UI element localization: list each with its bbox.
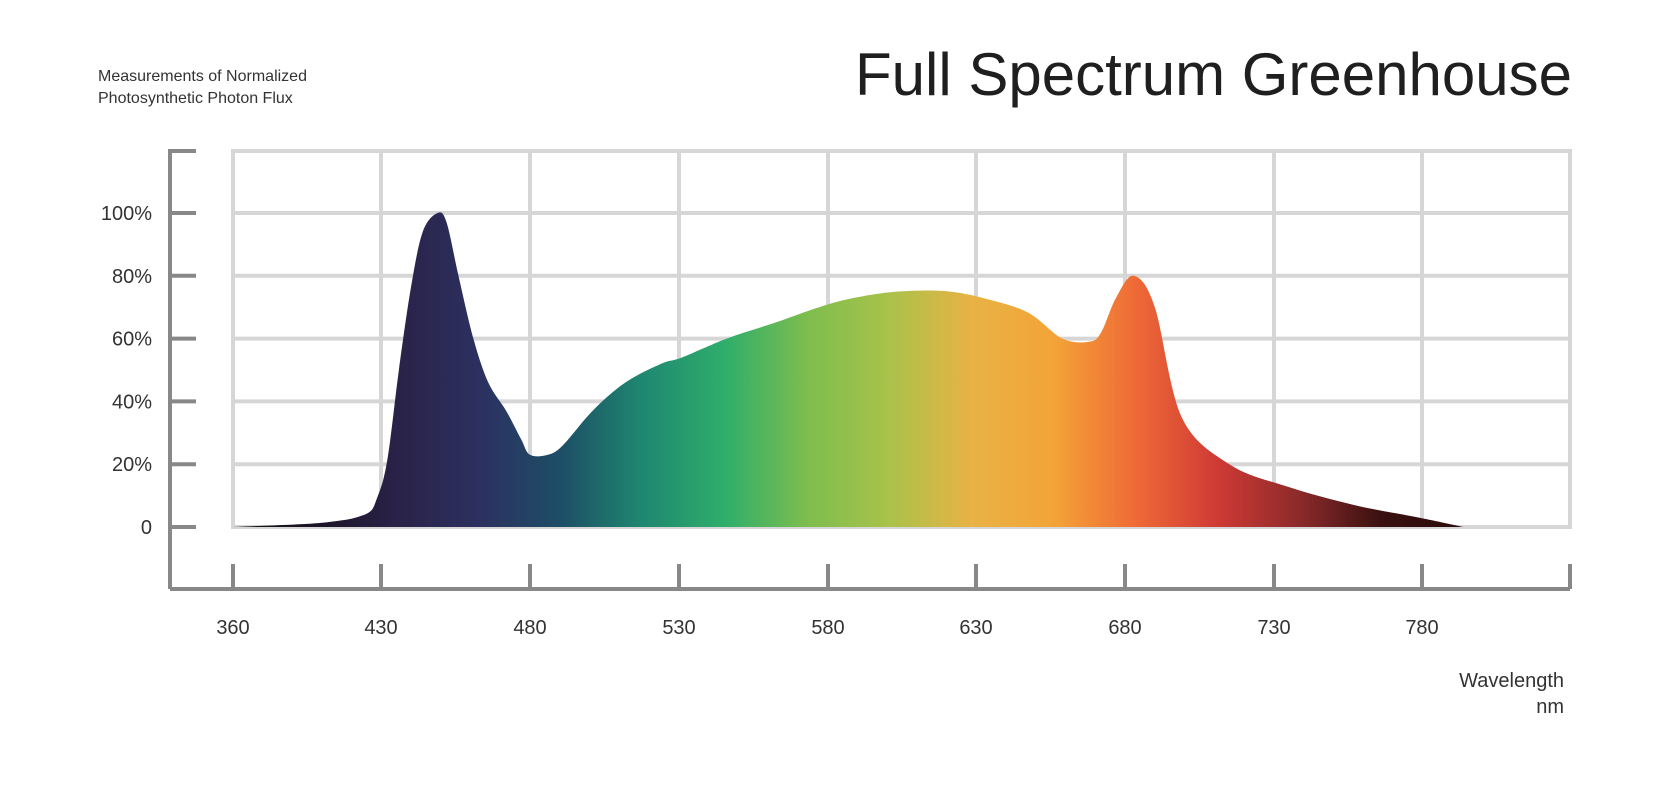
chart-area xyxy=(233,212,1464,527)
chart-title: Full Spectrum Greenhouse xyxy=(854,41,1572,108)
x-axis-label: Wavelength nm xyxy=(1459,668,1564,720)
y-tick-label: 0 xyxy=(141,517,152,539)
y-tick-label: 80% xyxy=(112,266,152,288)
x-tick-label: 730 xyxy=(1257,617,1290,639)
x-tick-label: 480 xyxy=(513,617,546,639)
x-tick-label: 680 xyxy=(1108,617,1141,639)
x-tick-label: 530 xyxy=(662,617,695,639)
chart-subtitle: Measurements of Normalized Photosyntheti… xyxy=(98,66,307,110)
y-tick-label: 20% xyxy=(112,454,152,476)
x-tick-label: 430 xyxy=(364,617,397,639)
y-tick-label: 60% xyxy=(112,329,152,351)
y-tick-label: 40% xyxy=(112,391,152,413)
spectrum-area xyxy=(233,212,1464,527)
chart-ticks xyxy=(170,211,1572,589)
y-tick-label: 100% xyxy=(101,203,152,225)
x-tick-label: 780 xyxy=(1405,617,1438,639)
x-tick-label: 360 xyxy=(216,617,249,639)
x-tick-label: 580 xyxy=(811,617,844,639)
x-axis-label-line-2: nm xyxy=(1536,696,1564,718)
x-axis-label-line-1: Wavelength xyxy=(1459,670,1564,692)
chart-tick-labels: 0 20% 40% 60% 80% 100% 360 430 480 530 580 630 680 73… xyxy=(101,203,1439,639)
chart-subtitle-line-1: Measurements of Normalized xyxy=(98,68,307,85)
chart-subtitle-line-2: Photosynthetic Photon Flux xyxy=(98,90,293,107)
x-tick-label: 630 xyxy=(959,617,992,639)
chart-axes xyxy=(168,149,1570,591)
